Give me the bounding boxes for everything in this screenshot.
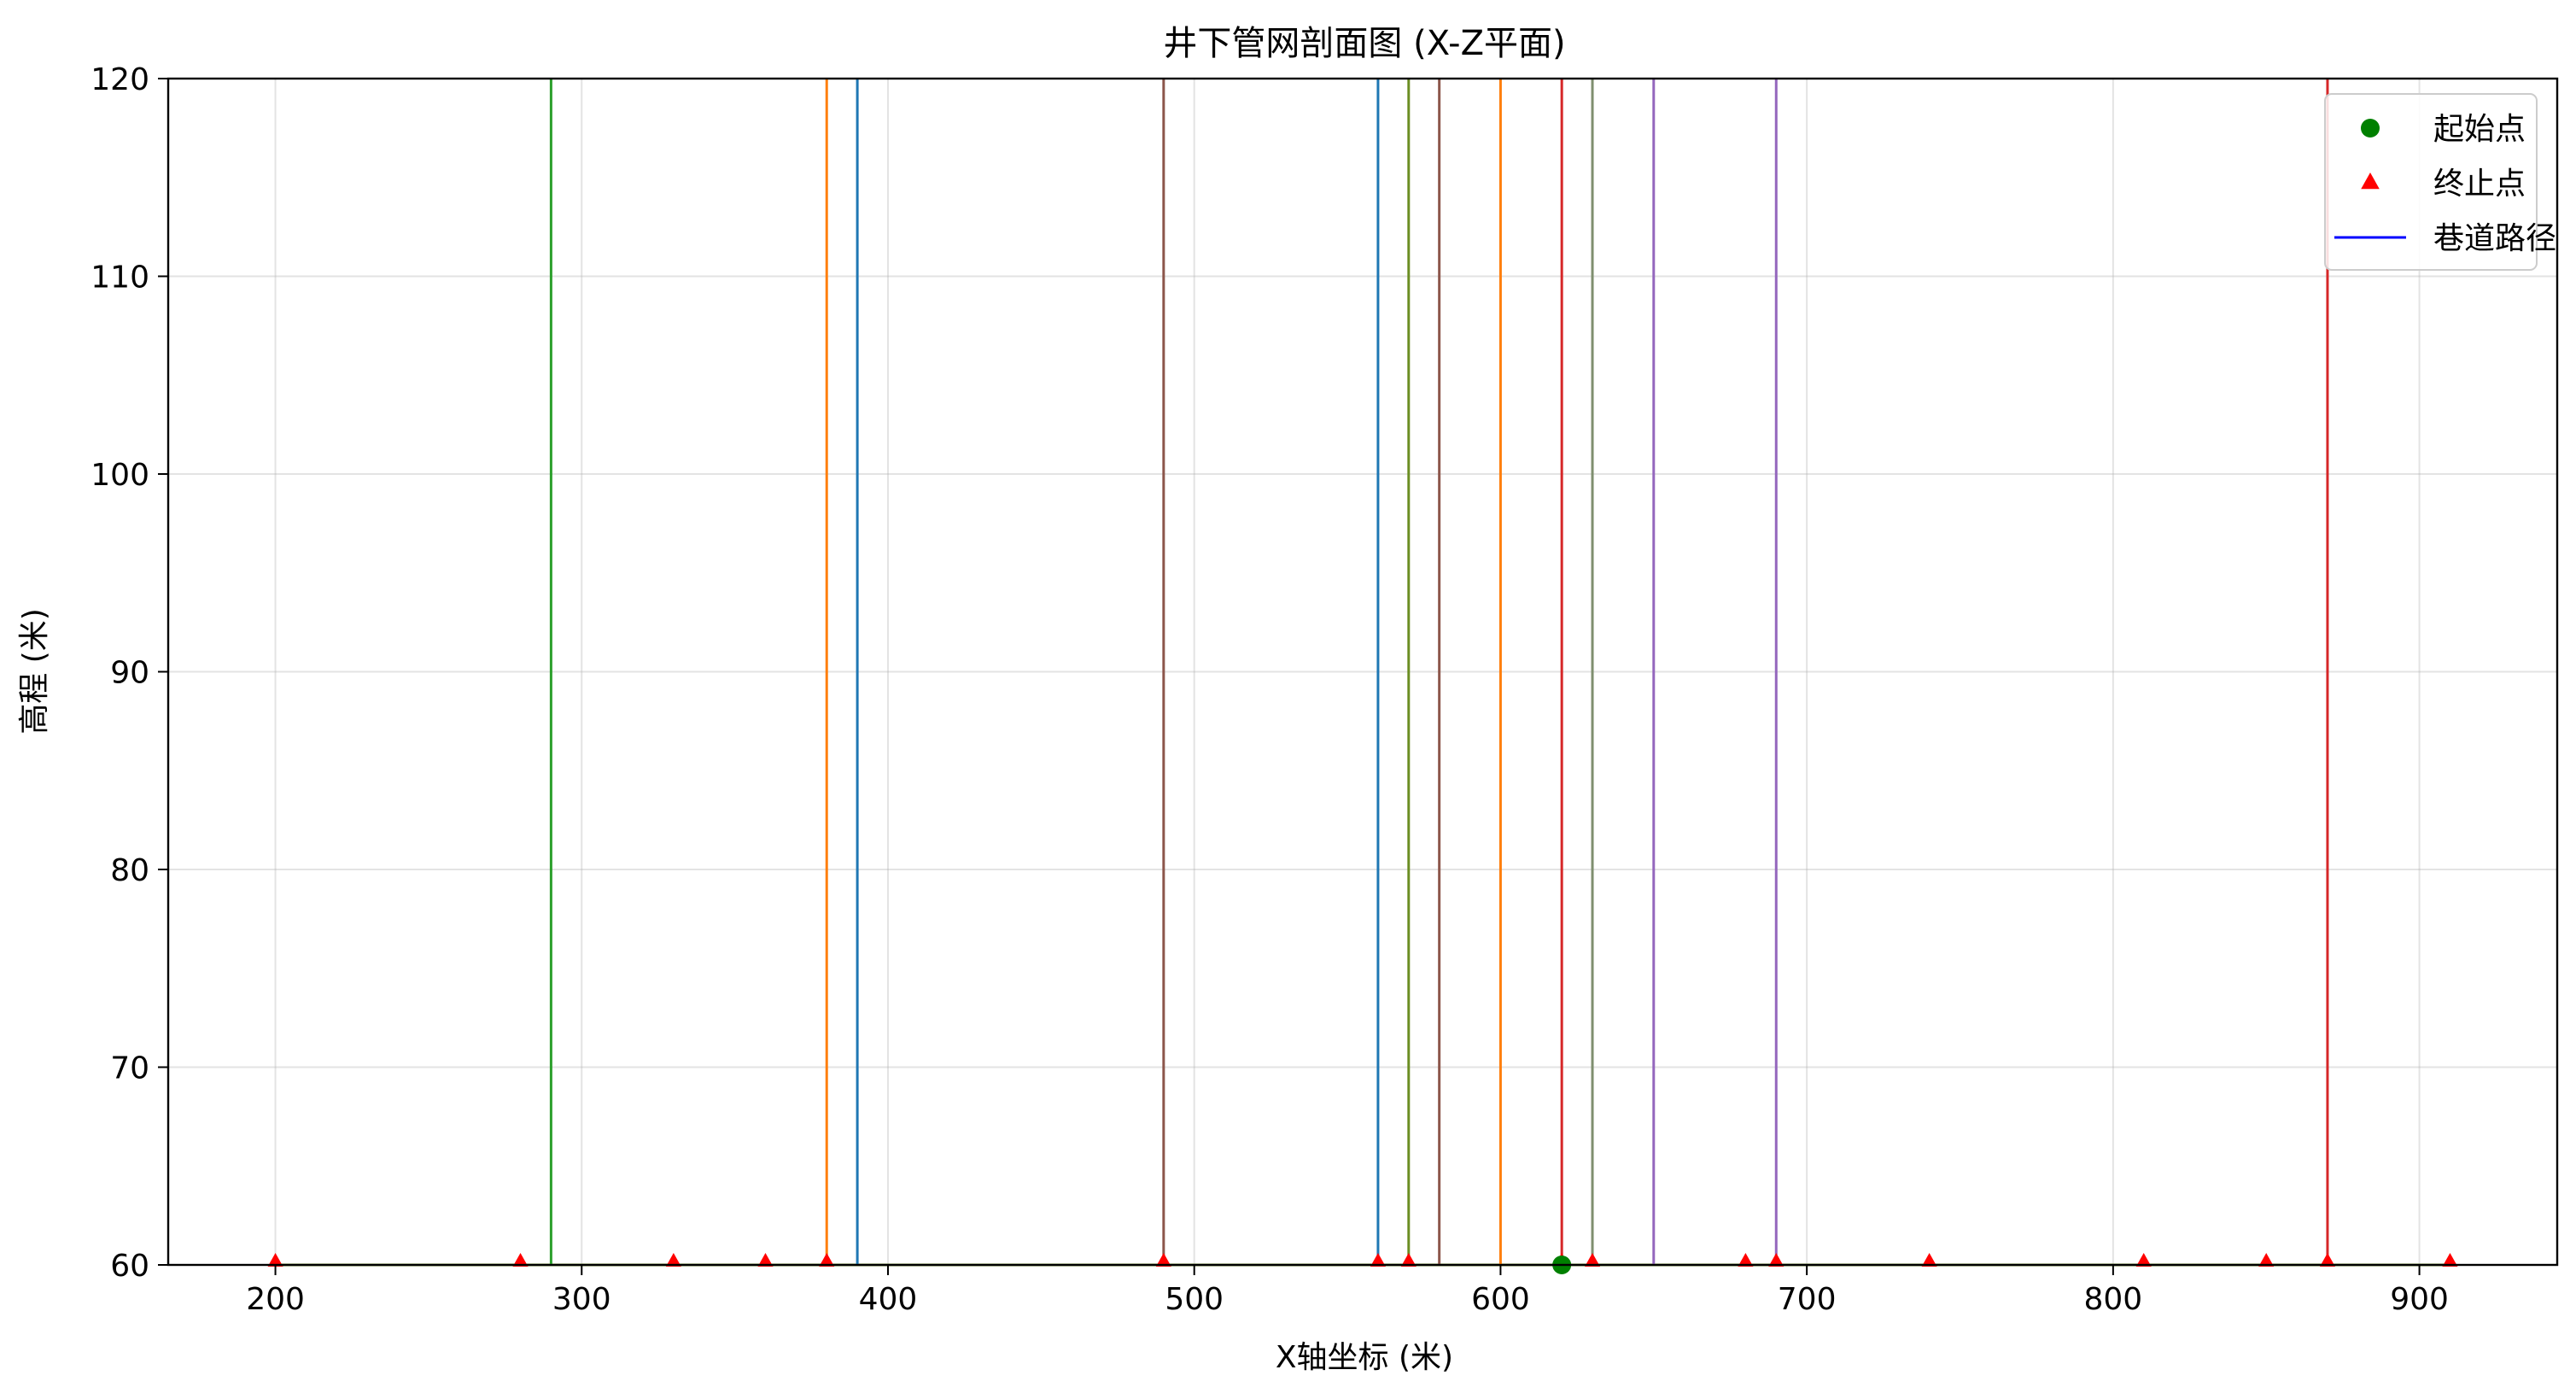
chart-title: 井下管网剖面图 (X-Z平面) [1163, 24, 1565, 63]
x-axis-label: X轴坐标 (米) [1276, 1340, 1453, 1375]
end-point-marker [1400, 1253, 1417, 1267]
x-tick-label: 500 [1165, 1282, 1224, 1317]
end-point-marker [2319, 1253, 2335, 1267]
end-point-marker [512, 1253, 529, 1267]
y-tick-label: 60 [110, 1249, 149, 1284]
x-tick-label: 600 [1471, 1282, 1530, 1317]
x-tick-label: 400 [859, 1282, 918, 1317]
x-tick-label: 200 [246, 1282, 305, 1317]
legend-label: 起始点 [2433, 112, 2526, 147]
end-point-marker [1738, 1253, 1754, 1267]
legend-label: 巷道路径 [2433, 221, 2556, 256]
end-point-marker [1768, 1253, 1785, 1267]
end-point-marker [665, 1253, 681, 1267]
y-tick-label: 100 [91, 458, 149, 493]
x-tick-label: 700 [1778, 1282, 1837, 1317]
end-point-marker [1155, 1253, 1171, 1267]
end-point-marker [1585, 1253, 1601, 1267]
legend-marker-circle [2361, 119, 2380, 138]
series [267, 79, 2458, 1274]
end-point-marker [2258, 1253, 2275, 1267]
y-tick-label: 70 [110, 1051, 149, 1086]
end-point-marker [819, 1253, 835, 1267]
y-tick-label: 120 [91, 62, 149, 97]
end-point-marker [2135, 1253, 2152, 1267]
y-tick-label: 80 [110, 853, 149, 888]
end-point-marker [757, 1253, 774, 1267]
grid [168, 78, 2557, 1266]
end-point-marker [2442, 1253, 2458, 1267]
legend-label: 终止点 [2433, 167, 2526, 202]
x-tick-label: 800 [2083, 1282, 2142, 1317]
y-axis-label: 高程 (米) [17, 608, 52, 735]
x-tick-label: 900 [2390, 1282, 2449, 1317]
legend-marker-triangle [2361, 173, 2380, 190]
axes: 200 300 400 500 600 700 800 900 60 70 80 90 100 110 12… [91, 62, 2449, 1317]
end-point-marker [1370, 1253, 1386, 1267]
y-tick-label: 110 [91, 260, 149, 296]
end-point-marker [1921, 1253, 1937, 1267]
legend-box [2324, 93, 2538, 271]
y-tick-label: 90 [110, 656, 149, 691]
x-tick-label: 300 [552, 1282, 611, 1317]
end-point-marker [267, 1253, 283, 1267]
